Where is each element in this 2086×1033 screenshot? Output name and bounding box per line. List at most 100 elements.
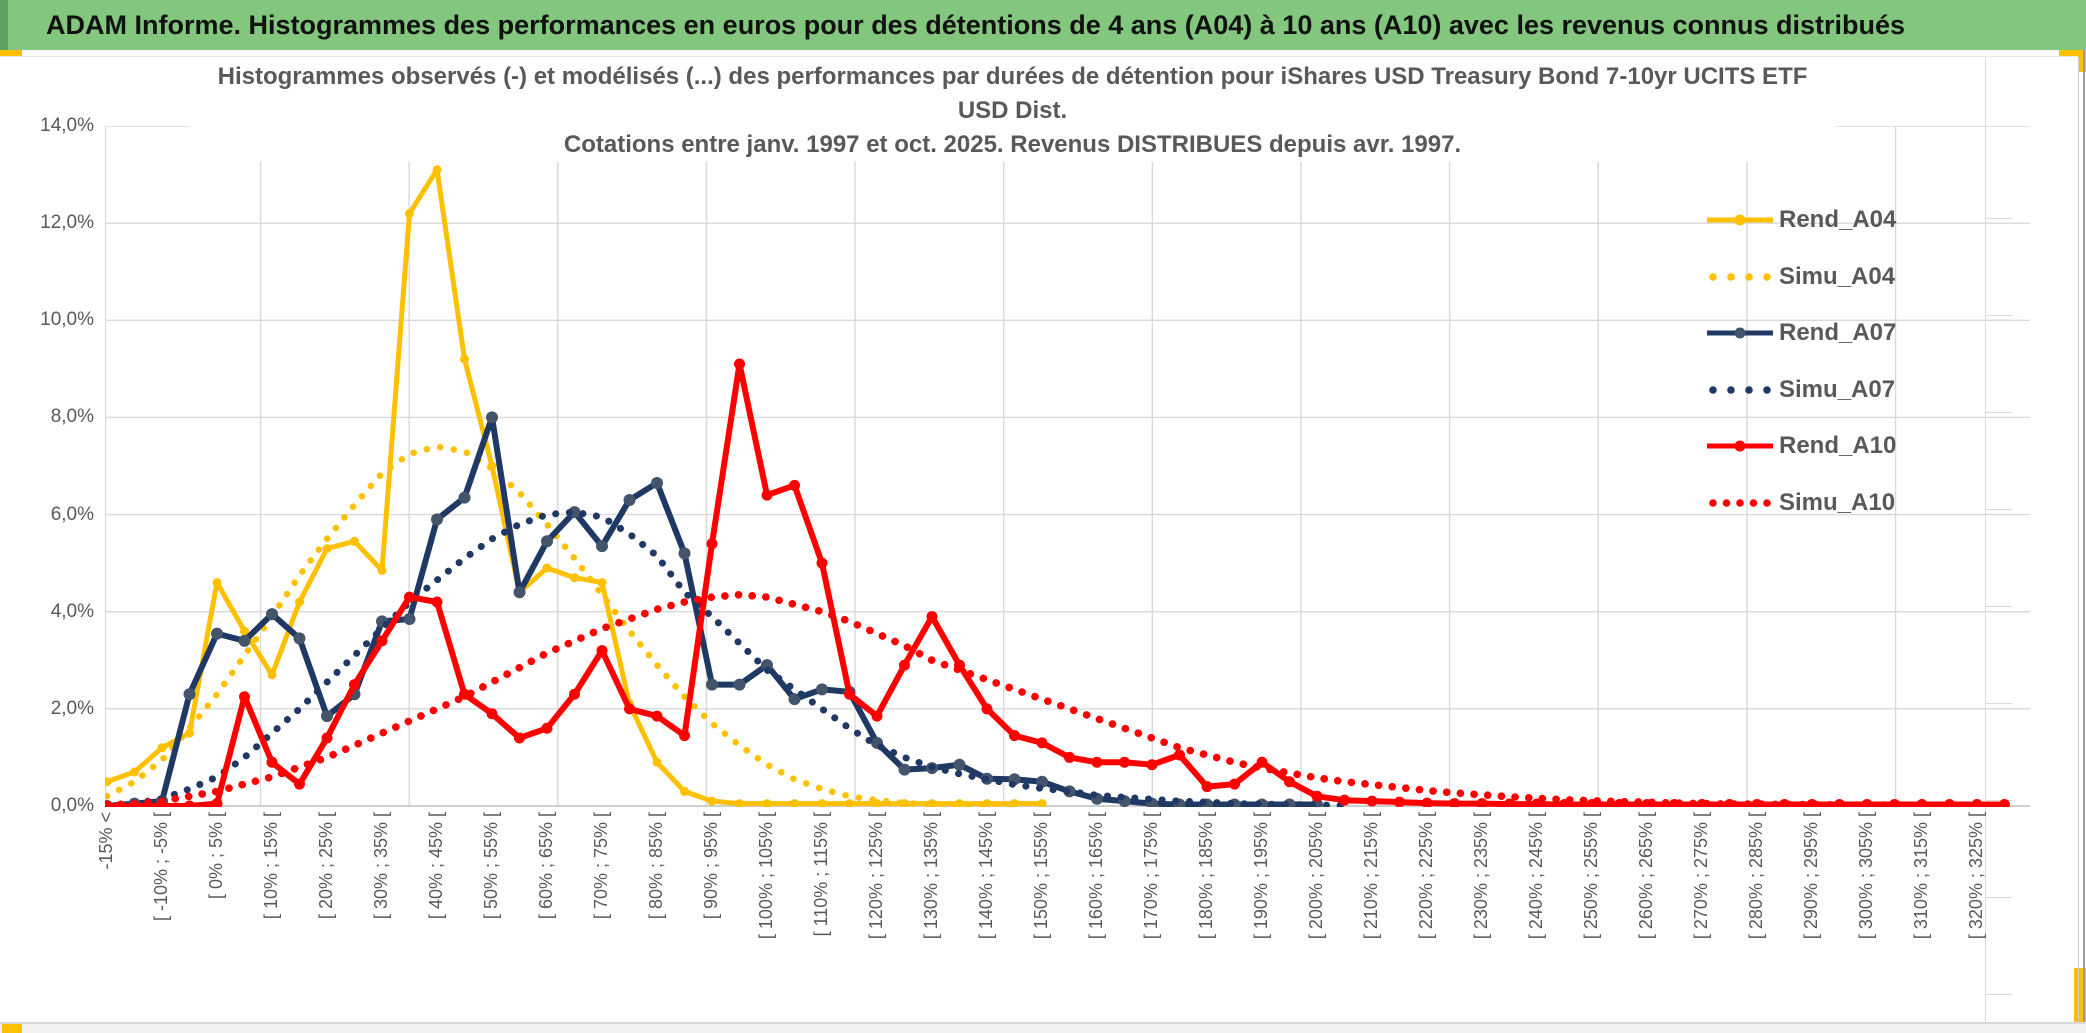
marker-rend_a04 [762, 799, 772, 807]
marker-rend_a07 [706, 678, 718, 691]
marker-rend_a04 [570, 573, 579, 583]
series-line-rend_a10[interactable] [107, 361, 2005, 807]
marker-rend_a10 [376, 635, 388, 647]
gridlines [105, 126, 2030, 807]
page-title: ADAM Informe. Histogrammes des performan… [46, 10, 1906, 40]
legend-label: Simu_A07 [1779, 375, 1896, 403]
marker-rend_a10 [541, 722, 553, 734]
x-tick-label: [ 180% ; 185% [ [1196, 812, 1216, 940]
marker-rend_a07 [623, 494, 636, 506]
x-tick-label: -15% < [96, 812, 116, 870]
sheet-row-line [1986, 606, 2012, 607]
legend-item-simu_a10[interactable]: Simu_A10 [1705, 488, 1895, 518]
marker-rend_a07 [733, 678, 746, 691]
marker-rend_a10 [734, 358, 745, 370]
legend-sample-dotted-icon [1709, 272, 1771, 281]
x-tick-label: [ 190% ; 195% [ [1251, 812, 1271, 940]
x-tick-label: [ 170% ; 175% [ [1141, 812, 1161, 940]
marker-rend_a10 [321, 732, 333, 744]
marker-rend_a04 [1037, 799, 1047, 807]
marker-rend_a10 [1476, 798, 1488, 807]
marker-rend_a10 [1394, 796, 1405, 807]
marker-rend_a10 [1036, 737, 1048, 749]
marker-rend_a10 [981, 703, 993, 715]
marker-rend_a04 [652, 757, 662, 767]
bottom-separator [0, 1022, 2086, 1024]
header-divider [0, 56, 2086, 57]
marker-rend_a04 [542, 563, 552, 573]
marker-rend_a10 [761, 489, 773, 501]
marker-rend_a07 [541, 535, 553, 548]
x-tick-label: [ 300% ; 305% [ [1856, 812, 1876, 940]
marker-rend_a04 [790, 799, 799, 807]
marker-rend_a10 [679, 730, 690, 742]
marker-rend_a10 [706, 538, 718, 550]
marker-rend_a07 [651, 477, 663, 489]
marker-rend_a07 [293, 632, 306, 645]
marker-rend_a04 [267, 670, 277, 680]
y-tick-label: 10,0% [40, 309, 94, 331]
marker-rend_a10 [404, 591, 415, 603]
y-tick-label: 6,0% [50, 503, 94, 525]
x-tick-label: [ 280% ; 285% [ [1746, 812, 1766, 940]
marker-rend_a04 [597, 578, 607, 588]
chart-title: Histogrammes observés (-) et modélisés (… [190, 60, 1835, 162]
marker-rend_a10 [1311, 790, 1323, 802]
series-line-simu_a07[interactable] [105, 508, 1348, 807]
x-tick-label: [ 320% ; 325% [ [1966, 812, 1986, 940]
marker-rend_a10 [239, 691, 250, 703]
sheet-row-line [1986, 509, 2012, 510]
marker-rend_a10 [1064, 751, 1075, 763]
sheet-row-line [1986, 703, 2012, 704]
series-rend_a04 [105, 165, 1047, 807]
marker-rend_a10 [844, 688, 855, 700]
marker-rend_a10 [211, 798, 223, 807]
legend-item-rend_a10[interactable]: Rend_A10 [1705, 431, 1896, 461]
marker-rend_a07 [898, 763, 911, 776]
legend-label: Simu_A10 [1779, 488, 1896, 516]
marker-rend_a04 [707, 796, 717, 806]
legend-label: Rend_A10 [1779, 432, 1897, 459]
marker-rend_a10 [486, 708, 498, 720]
x-tick-label: [ 110% ; 115% [ [811, 812, 831, 937]
x-tick-label: [ 150% ; 155% [ [1031, 812, 1051, 940]
marker-rend_a04 [240, 626, 249, 636]
series-line-simu_a10[interactable] [105, 590, 2009, 807]
y-tick-label: 8,0% [50, 406, 94, 428]
x-tick-label: [ 130% ; 135% [ [921, 812, 941, 940]
legend-sample-solid-icon [1707, 214, 1773, 226]
marker-rend_a10 [1146, 759, 1158, 771]
header-bar: ADAM Informe. Histogrammes des performan… [0, 0, 2086, 50]
marker-rend_a10 [1284, 776, 1295, 788]
legend-item-rend_a04[interactable]: Rend_A04 [1705, 205, 1896, 235]
marker-rend_a04 [350, 536, 359, 546]
series-simu_a07 [105, 508, 1348, 807]
marker-rend_a10 [899, 659, 910, 671]
bottom-status-strip [0, 1024, 2086, 1033]
x-tick-label: [ 310% ; 315% [ [1911, 812, 1931, 940]
x-tick-label: [ 50% ; 55% [ [481, 812, 501, 920]
legend-item-simu_a04[interactable]: Simu_A04 [1705, 262, 1895, 292]
marker-rend_a10 [1449, 798, 1460, 807]
marker-rend_a10 [1999, 799, 2010, 807]
legend-item-rend_a07[interactable]: Rend_A07 [1705, 318, 1896, 348]
sheet-row-line [1986, 897, 2012, 898]
marker-rend_a04 [680, 786, 689, 796]
marker-rend_a04 [845, 799, 854, 807]
legend-label: Rend_A04 [1779, 206, 1897, 233]
marker-rend_a04 [377, 565, 387, 575]
marker-rend_a04 [157, 743, 167, 753]
marker-rend_a10 [651, 710, 663, 722]
chart-plot-area[interactable] [105, 126, 2030, 807]
legend-sample-dotted-icon [1709, 498, 1771, 507]
marker-rend_a07 [183, 688, 196, 701]
marker-rend_a04 [212, 578, 222, 588]
marker-rend_a07 [238, 634, 251, 647]
marker-rend_a10 [1339, 794, 1350, 806]
marker-rend_a10 [1201, 781, 1213, 793]
gold-accent-right-top [2078, 56, 2086, 72]
x-tick-label: [ 160% ; 165% [ [1086, 812, 1106, 940]
x-tick-label: [ 60% ; 65% [ [536, 812, 556, 920]
sheet-column-gridline [1985, 57, 1986, 1022]
legend-item-simu_a07[interactable]: Simu_A07 [1705, 375, 1895, 405]
